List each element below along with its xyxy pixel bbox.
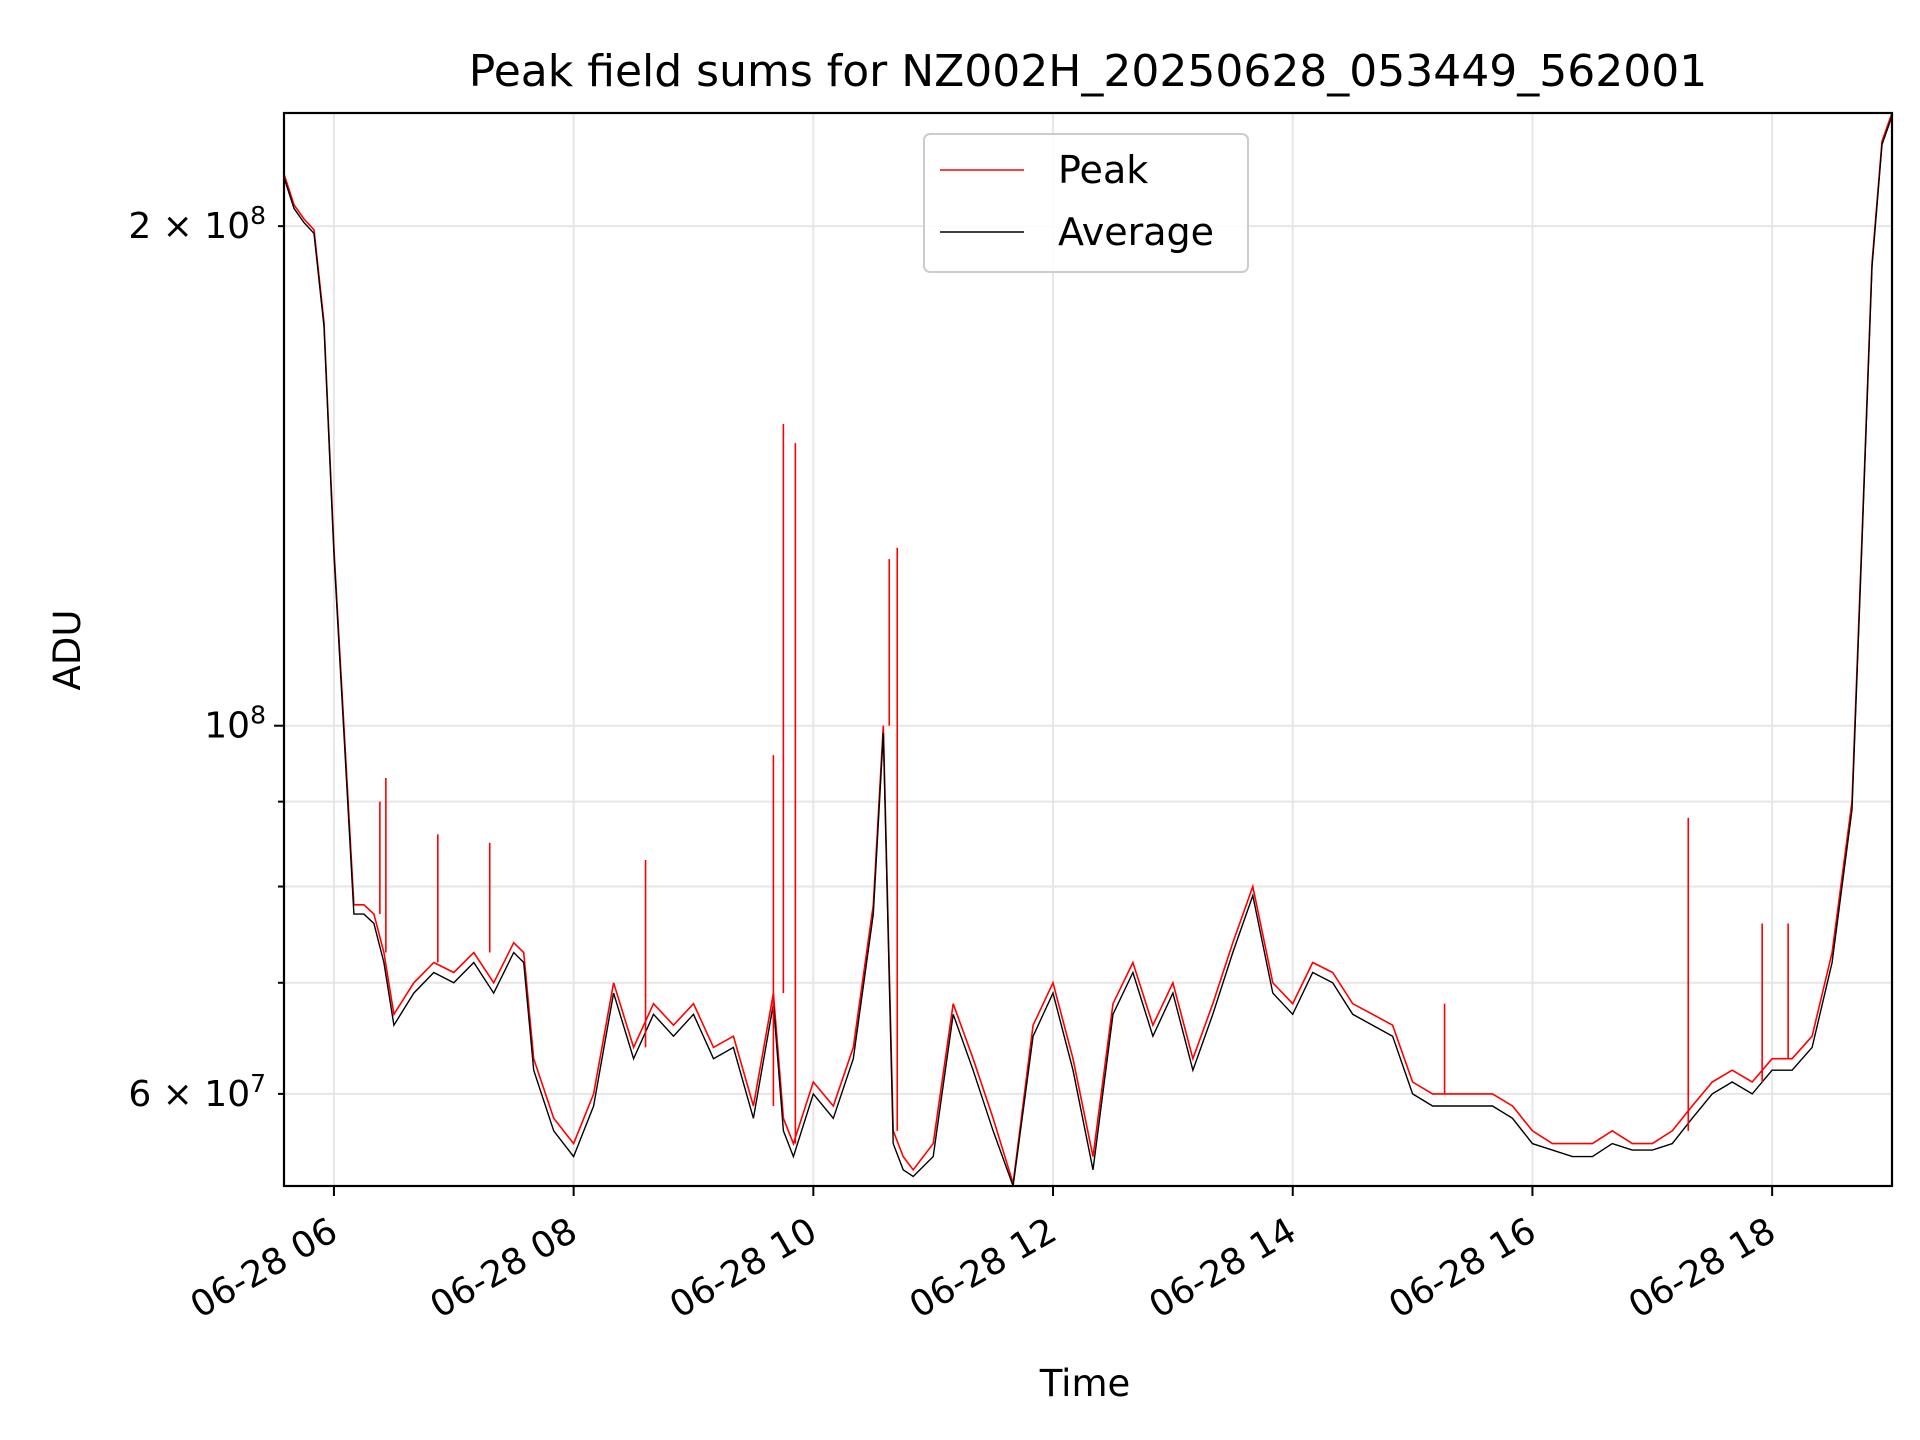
y-tick-label: 2 × 108 xyxy=(128,201,266,247)
legend: Peak Average xyxy=(923,133,1249,273)
y-axis-label: ADU xyxy=(46,610,89,691)
y-tick-label: 108 xyxy=(204,701,266,747)
plot-frame xyxy=(282,111,1894,1188)
chart-title: Peak field sums for NZ002H_20250628_0534… xyxy=(469,46,1707,97)
y-tick-label: 6 × 107 xyxy=(128,1069,266,1115)
legend-peak-label: Peak xyxy=(1058,148,1148,192)
y-axis-ticks: 2 × 108 108 6 × 107 xyxy=(128,201,284,1115)
legend-box xyxy=(923,133,1249,273)
x-axis-label: Time xyxy=(1039,1362,1131,1405)
legend-average-label: Average xyxy=(1058,210,1214,254)
grid-lines xyxy=(284,113,1892,1186)
